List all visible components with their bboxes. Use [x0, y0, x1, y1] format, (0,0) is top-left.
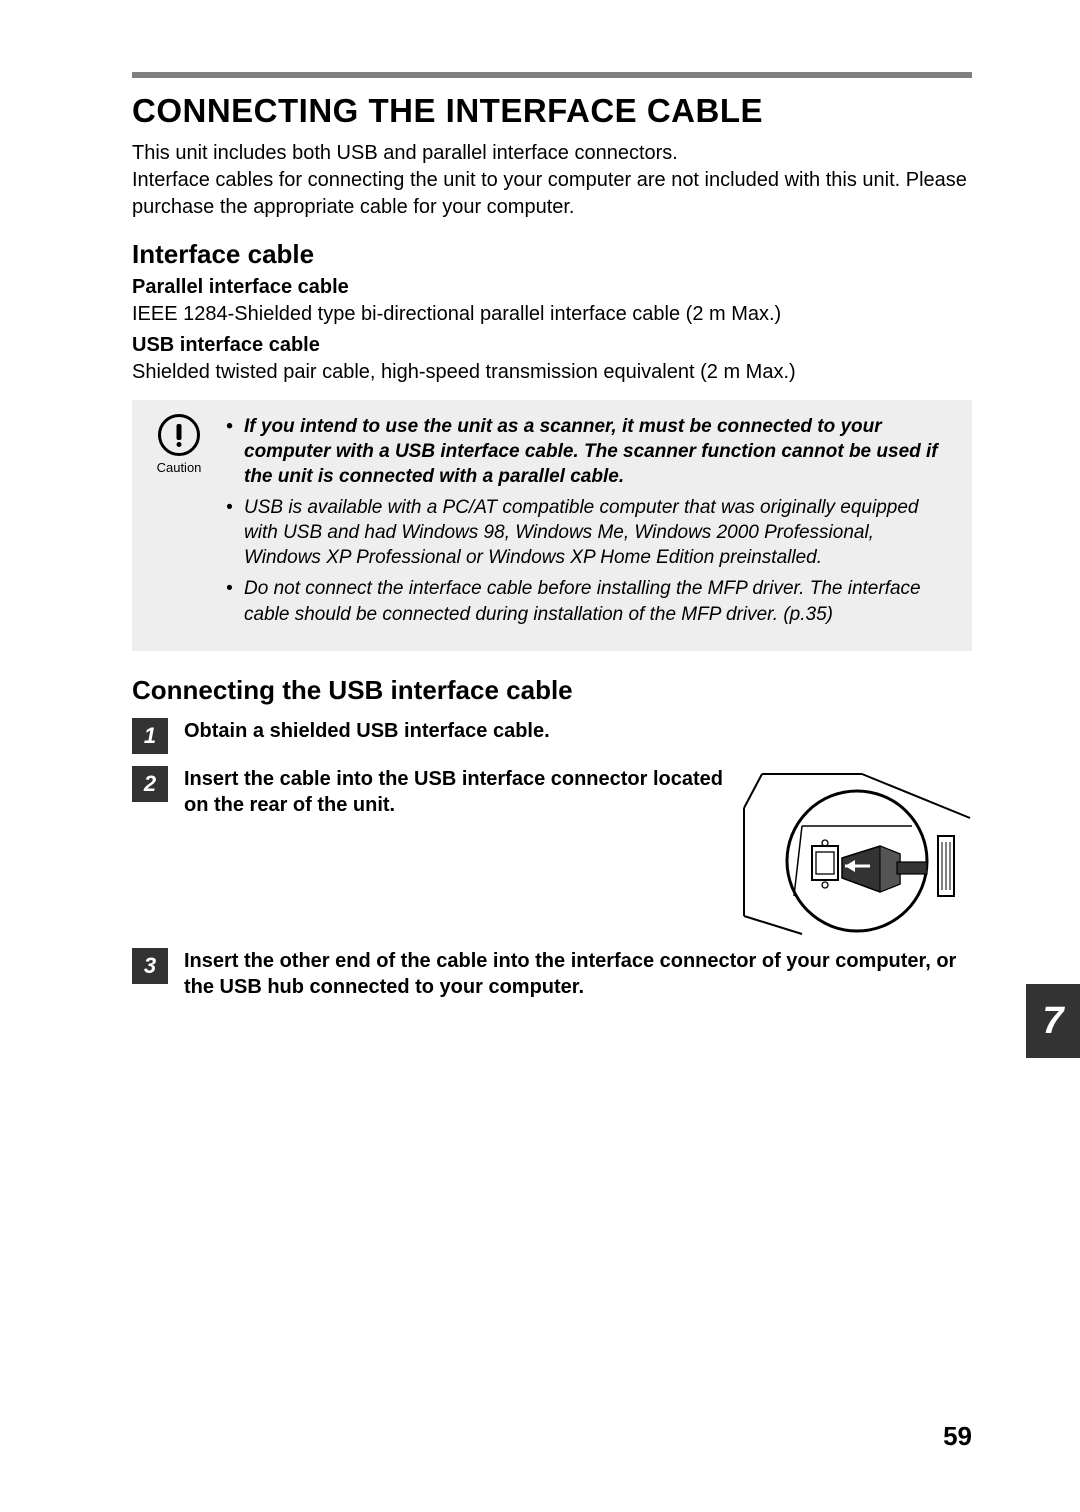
parallel-text: IEEE 1284-Shielded type bi-directional p… — [132, 301, 972, 328]
caution-item-2: USB is available with a PC/AT compatible… — [226, 495, 954, 570]
chapter-tab: 7 — [1026, 984, 1080, 1058]
intro-line-2: Interface cables for connecting the unit… — [132, 167, 972, 221]
step-body-3: Insert the other end of the cable into t… — [184, 948, 972, 1000]
caution-item-3: Do not connect the interface cable befor… — [226, 576, 954, 626]
connecting-heading: Connecting the USB interface cable — [132, 675, 972, 706]
usb-connector-figure — [742, 766, 972, 936]
parallel-heading: Parallel interface cable — [132, 276, 972, 299]
main-title: CONNECTING THE INTERFACE CABLE — [132, 92, 972, 130]
steps: 1 Obtain a shielded USB interface cable.… — [132, 718, 972, 1000]
caution-item-1: If you intend to use the unit as a scann… — [226, 414, 954, 489]
step-num-1: 1 — [132, 718, 168, 754]
page-number: 59 — [943, 1421, 972, 1452]
intro-line-1: This unit includes both USB and parallel… — [132, 140, 972, 167]
page: CONNECTING THE INTERFACE CABLE This unit… — [0, 0, 1080, 1512]
usb-text: Shielded twisted pair cable, high-speed … — [132, 359, 972, 386]
step-body-1: Obtain a shielded USB interface cable. — [184, 718, 972, 744]
caution-list: If you intend to use the unit as a scann… — [226, 414, 954, 633]
intro-block: This unit includes both USB and parallel… — [132, 140, 972, 221]
step-num-2: 2 — [132, 766, 168, 802]
usb-heading: USB interface cable — [132, 334, 972, 357]
step-body-2: Insert the cable into the USB interface … — [184, 766, 972, 936]
step-3: 3 Insert the other end of the cable into… — [132, 948, 972, 1000]
step-1: 1 Obtain a shielded USB interface cable. — [132, 718, 972, 754]
top-rule — [132, 72, 972, 78]
step-2: 2 Insert the cable into the USB interfac… — [132, 766, 972, 936]
caution-box: Caution If you intend to use the unit as… — [132, 400, 972, 651]
interface-heading: Interface cable — [132, 239, 972, 270]
usb-connector-illustration — [742, 766, 972, 936]
step-num-3: 3 — [132, 948, 168, 984]
caution-label: Caution — [150, 460, 208, 475]
caution-icon — [158, 414, 200, 456]
step-2-text: Insert the cable into the USB interface … — [184, 766, 724, 818]
caution-left: Caution — [150, 414, 208, 633]
